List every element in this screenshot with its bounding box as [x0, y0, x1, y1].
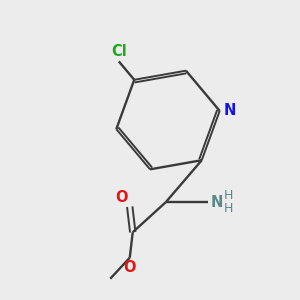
- Text: Cl: Cl: [111, 44, 127, 59]
- Text: H: H: [223, 189, 233, 202]
- Text: O: O: [116, 190, 128, 205]
- Text: H: H: [223, 202, 233, 215]
- Text: N: N: [210, 195, 223, 210]
- Text: N: N: [223, 103, 236, 118]
- Text: O: O: [124, 260, 136, 275]
